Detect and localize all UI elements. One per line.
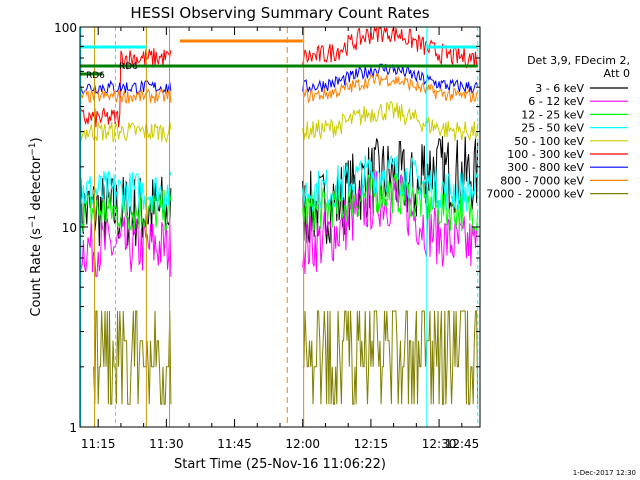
- y-axis: 1 10 100: [54, 21, 480, 435]
- x-tick-label-2: 11:45: [217, 437, 252, 451]
- annotation-rd6-0: RD6: [119, 62, 138, 72]
- y-axis-label-mid: detector: [29, 155, 44, 215]
- x-axis-label: Start Time (25-Nov-16 11:06:22): [174, 457, 386, 472]
- y-axis-label-main: Count Rate (s: [29, 228, 44, 317]
- series-line-4: [79, 100, 479, 144]
- annotation-rd6-1: RD6: [86, 71, 105, 81]
- series-line-5: [79, 25, 478, 128]
- series-line-6: [79, 63, 479, 95]
- x-tick-label-6: 12:45: [445, 437, 480, 451]
- legend-label-0: 3 - 6 keV: [535, 82, 584, 95]
- series-line-7: [79, 71, 479, 104]
- y-tick-label-1: 10: [62, 221, 77, 235]
- legend-label-3: 25 - 50 keV: [521, 122, 584, 135]
- series-line-3: [79, 154, 479, 214]
- legend-label-4: 50 - 100 keV: [514, 135, 584, 148]
- legend-label-7: 800 - 7000 keV: [500, 174, 584, 187]
- y-tick-label-0: 1: [69, 421, 77, 435]
- date-stamp: 1-Dec-2017 12:30: [573, 469, 636, 477]
- legend-label-1: 6 - 12 keV: [528, 95, 584, 108]
- chart-title: HESSI Observing Summary Count Rates: [130, 4, 429, 22]
- x-tick-label-3: 12:00: [285, 437, 320, 451]
- series-line-8: [93, 310, 479, 405]
- x-tick-label-1: 11:30: [149, 437, 184, 451]
- y-axis-label: Count Rate (s−1 detector−1): [28, 137, 44, 316]
- legend-label-8: 7000 - 20000 keV: [486, 188, 584, 201]
- y-tick-label-2: 100: [54, 21, 77, 35]
- y-axis-label-sup1: −1: [28, 215, 38, 228]
- legend-label-6: 300 - 800 keV: [507, 161, 584, 174]
- legend-header-line2: Att 0: [604, 67, 630, 80]
- x-tick-label-5: 12:30: [422, 437, 457, 451]
- series-line-2: [79, 172, 479, 233]
- legend-header-line1: Det 3,9, FDecim 2,: [527, 54, 630, 67]
- y-axis-label-end: ): [29, 137, 44, 142]
- chart-marks: RD6 RD6: [79, 25, 479, 427]
- x-tick-label-4: 12:15: [354, 437, 389, 451]
- legend-label-2: 12 - 25 keV: [521, 108, 584, 121]
- legend-label-5: 100 - 300 keV: [507, 148, 584, 161]
- series-line-1: [79, 171, 479, 278]
- y-axis-label-sup2: −1: [28, 142, 38, 155]
- x-tick-label-0: 11:15: [81, 437, 116, 451]
